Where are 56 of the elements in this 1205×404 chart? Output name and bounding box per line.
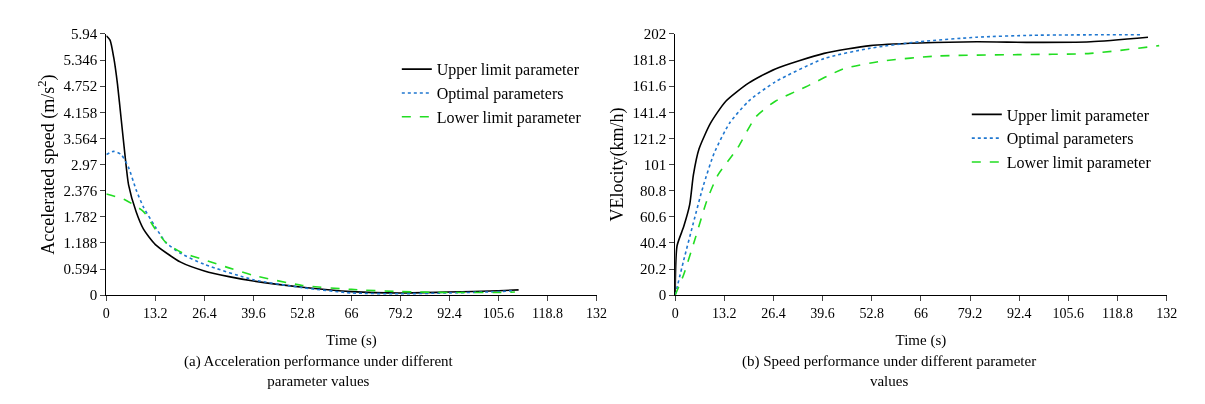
x-axis-title: Time (s) — [895, 331, 947, 349]
y-tick-label: 121.2 — [632, 130, 667, 147]
y-tick-label: 101 — [643, 156, 667, 173]
x-tick-label: 105.6 — [482, 305, 515, 321]
x-tick-label: 132 — [1156, 305, 1178, 321]
x-tick-label: 105.6 — [1052, 305, 1085, 321]
legend-label: Optimal parameters — [436, 85, 564, 104]
x-tick-label: 79.2 — [957, 305, 983, 321]
y-tick-label: 80.8 — [639, 182, 667, 199]
y-tick-label: 5.94 — [71, 26, 98, 43]
x-tick-label: 92.4 — [1006, 305, 1032, 321]
x-tick-label: 0 — [671, 305, 679, 321]
y-axis-title: VElocity(km/h) — [606, 107, 628, 222]
x-tick-label: 39.6 — [810, 305, 835, 321]
y-tick-label: 161.6 — [632, 78, 667, 95]
y-tick-label: 0 — [89, 287, 98, 304]
x-tick-label: 118.8 — [532, 305, 564, 321]
x-tick-label: 118.8 — [1101, 305, 1133, 321]
y-tick-label: 1.188 — [63, 235, 98, 252]
legend-label: Optimal parameters — [1006, 130, 1134, 149]
y-tick-label: 4.158 — [63, 104, 98, 121]
y-tick-label: 141.4 — [632, 104, 667, 121]
x-tick-label: 52.8 — [859, 305, 884, 321]
text: (b) Speed performance under different parameter values — [742, 353, 1037, 389]
x-tick-label: 66 — [913, 305, 928, 321]
text: (a) Acceleration performance under different parameter values — [184, 353, 454, 389]
y-tick-label: 3.564 — [63, 130, 98, 147]
y-tick-label: 0 — [658, 287, 667, 304]
x-tick-label: 92.4 — [437, 305, 462, 321]
x-tick-label: 0 — [102, 305, 110, 321]
y-tick-label: 20.2 — [639, 261, 667, 278]
y-tick-label: 5.346 — [63, 52, 98, 69]
y-tick-label: 0.594 — [63, 261, 98, 278]
y-tick-label: 40.4 — [639, 235, 667, 252]
y-tick-label: 4.752 — [63, 78, 98, 95]
x-tick-label: 132 — [586, 305, 608, 321]
line-series — [106, 193, 516, 294]
x-tick-label: 66 — [344, 305, 359, 321]
x-tick-label: 13.2 — [712, 305, 737, 321]
x-tick-label: 26.4 — [761, 305, 786, 321]
x-axis-title: Time (s) — [326, 331, 377, 349]
y-tick-label: 60.6 — [639, 209, 667, 226]
legend-label: Lower limit parameter — [1006, 154, 1152, 173]
y-tick-label: 2.97 — [71, 156, 98, 173]
legend-label: Upper limit parameter — [436, 61, 580, 80]
y-tick-label: 2.376 — [63, 182, 98, 199]
legend-label: Lower limit parameter — [436, 109, 582, 128]
legend-label: Upper limit parameter — [1006, 106, 1150, 125]
x-tick-label: 79.2 — [388, 305, 413, 321]
x-tick-label: 39.6 — [241, 305, 266, 321]
y-tick-label: 1.782 — [63, 209, 98, 226]
y-tick-label: 202 — [643, 26, 667, 43]
x-tick-label: 52.8 — [290, 305, 315, 321]
y-tick-label: 181.8 — [632, 52, 667, 69]
x-tick-label: 26.4 — [192, 305, 217, 321]
x-tick-label: 13.2 — [143, 305, 168, 321]
